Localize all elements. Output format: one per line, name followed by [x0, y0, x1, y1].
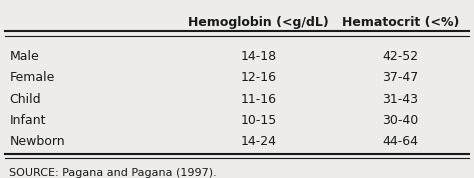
Text: SOURCE: Pagana and Pagana (1997).: SOURCE: Pagana and Pagana (1997).	[9, 168, 217, 178]
Text: 30-40: 30-40	[383, 114, 419, 127]
Text: 10-15: 10-15	[240, 114, 276, 127]
Text: 37-47: 37-47	[383, 71, 419, 84]
Text: 14-18: 14-18	[240, 50, 276, 63]
Text: 11-16: 11-16	[240, 93, 276, 106]
Text: Hemoglobin (<g/dL): Hemoglobin (<g/dL)	[188, 16, 328, 29]
Text: Child: Child	[9, 93, 41, 106]
Text: 44-64: 44-64	[383, 135, 419, 148]
Text: Female: Female	[9, 71, 55, 84]
Text: 42-52: 42-52	[383, 50, 419, 63]
Text: Infant: Infant	[9, 114, 46, 127]
Text: 31-43: 31-43	[383, 93, 419, 106]
Text: Newborn: Newborn	[9, 135, 65, 148]
Text: Male: Male	[9, 50, 39, 63]
Text: Hematocrit (<%): Hematocrit (<%)	[342, 16, 459, 29]
Text: 12-16: 12-16	[240, 71, 276, 84]
Text: 14-24: 14-24	[240, 135, 276, 148]
